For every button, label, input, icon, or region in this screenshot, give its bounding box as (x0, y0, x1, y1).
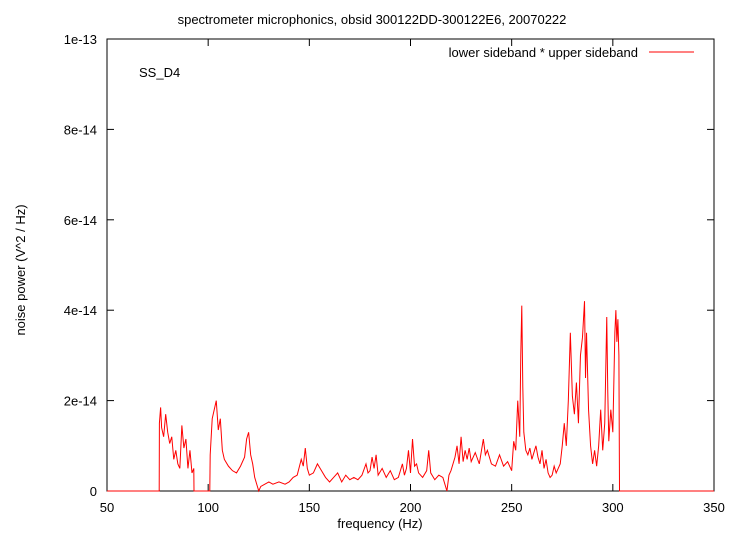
plot-frame (106, 38, 715, 492)
legend-label: lower sideband * upper sideband (449, 45, 638, 60)
y-tick-label: 4e-14 (64, 303, 97, 318)
x-axis-label: frequency (Hz) (337, 516, 422, 531)
y-tick-label: 0 (90, 484, 97, 499)
legend: lower sideband * upper sideband (449, 45, 694, 60)
detector-annotation: SS_D4 (139, 65, 180, 80)
y-tick-label: 2e-14 (64, 394, 97, 409)
x-tick-label: 150 (298, 500, 320, 515)
y-axis-label: noise power (V^2 / Hz) (13, 204, 28, 335)
x-tick-label: 250 (501, 500, 523, 515)
x-tick-label: 200 (400, 500, 422, 515)
y-tick-label: 1e-13 (64, 32, 97, 47)
x-axis: 50 100 150 200 250 300 350 (100, 39, 725, 515)
series-line-lower-upper-sideband (107, 301, 714, 493)
x-tick-label: 300 (602, 500, 624, 515)
x-tick-label: 50 (100, 500, 114, 515)
y-axis: 0 2e-14 4e-14 6e-14 8e-14 1e-13 (64, 32, 714, 499)
chart-title: spectrometer microphonics, obsid 300122D… (178, 12, 567, 27)
y-tick-label: 6e-14 (64, 213, 97, 228)
x-tick-label: 100 (197, 500, 219, 515)
y-tick-label: 8e-14 (64, 122, 97, 137)
x-tick-label: 350 (703, 500, 725, 515)
